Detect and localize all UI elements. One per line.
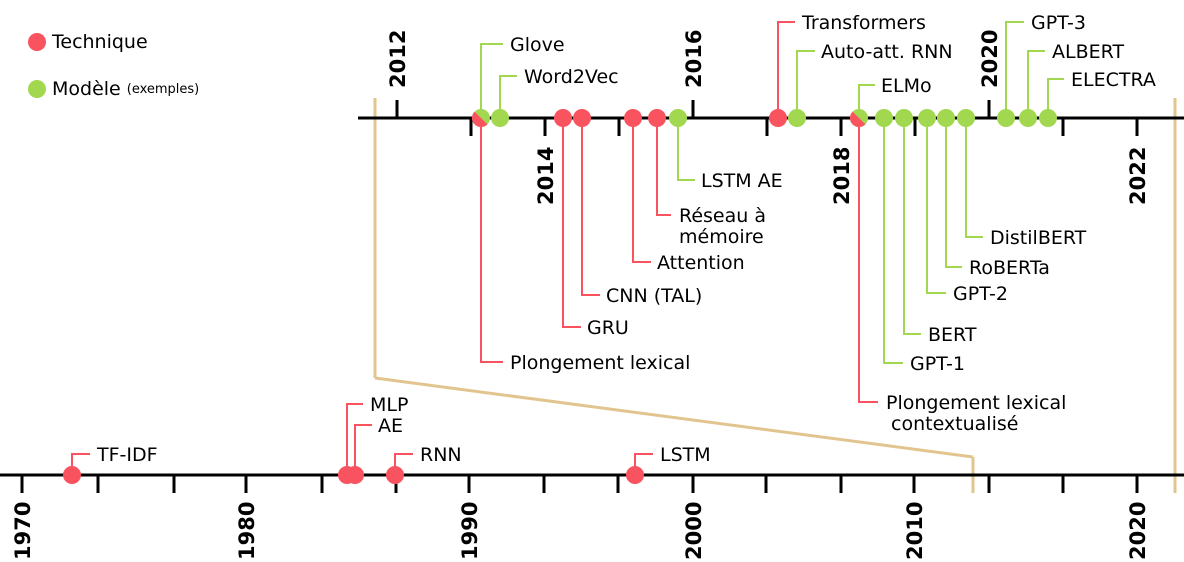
leader-auto-att-rnn: [796, 50, 815, 118]
leader-attention: [632, 118, 651, 263]
label-transformers: Transformers: [801, 12, 926, 34]
marker-cnn: [573, 109, 591, 127]
label-lstm: LSTM: [660, 444, 711, 466]
leader-distilbert: [965, 118, 983, 238]
top-year-2022: 2022: [1126, 147, 1150, 205]
label-elmo: ELMo: [881, 75, 932, 97]
marker-gpt3: [997, 109, 1015, 127]
leader-ae: [354, 424, 372, 475]
bottom-year-1990: 1990: [458, 502, 482, 560]
marker-tf-idf: [63, 466, 81, 484]
label-gru: GRU: [587, 317, 629, 339]
label-gpt1: GPT-1: [910, 353, 965, 375]
zoom-left-diagonal: [374, 376, 974, 459]
marker-electra: [1039, 109, 1057, 127]
label-gpt3: GPT-3: [1031, 12, 1086, 34]
marker-gpt1: [875, 109, 893, 127]
leader-word2vec: [499, 75, 517, 118]
zoom-connector: [373, 98, 1177, 493]
legend-model-label: Modèle: [52, 78, 121, 100]
leader-cnn: [581, 118, 600, 296]
label-bert: BERT: [928, 324, 977, 346]
label-auto-att-rnn: Auto-att. RNN: [821, 41, 953, 63]
bottom-axis: 1970 1980 1990 2000 2010 2020: [0, 473, 1184, 560]
marker-gpt2: [918, 109, 936, 127]
label-plongement-lexical: Plongement lexical: [510, 352, 690, 374]
label-cnn: CNN (TAL): [606, 285, 702, 307]
leader-mlp: [346, 403, 363, 475]
bottom-year-2020: 2020: [1126, 502, 1150, 560]
leader-gpt2: [926, 118, 946, 294]
marker-distilbert: [957, 109, 975, 127]
leader-glove: [480, 43, 503, 118]
top-year-2020: 2020: [978, 30, 1002, 88]
leader-roberta: [945, 118, 962, 268]
model-dot-icon: [28, 80, 46, 98]
label-plongement-contextualise: Plongement lexical contextualisé: [886, 392, 1072, 435]
marker-transformers: [769, 109, 787, 127]
legend-item-model: Modèle (exemples): [28, 77, 199, 101]
label-electra: ELECTRA: [1071, 69, 1156, 91]
bottom-year-2000: 2000: [682, 502, 706, 560]
leader-plongement-lexical: [480, 118, 503, 363]
legend-technique-label: Technique: [52, 31, 148, 53]
leader-plongement-contextualise: [858, 118, 878, 403]
marker-reseau-memoire: [648, 109, 666, 127]
label-rnn: RNN: [420, 444, 462, 466]
leader-transformers: [777, 21, 795, 118]
marker-lstm-ae: [669, 109, 687, 127]
marker-rnn: [386, 466, 404, 484]
bottom-year-1970: 1970: [11, 502, 35, 560]
leader-bert: [903, 118, 921, 335]
leader-lstm-ae: [677, 118, 695, 181]
top-year-2018: 2018: [830, 147, 854, 205]
marker-plongement-contextualise: [849, 111, 866, 128]
legend-item-technique: Technique: [28, 30, 199, 54]
leader-gru: [562, 118, 581, 328]
top-year-2012: 2012: [386, 30, 410, 88]
technique-dot-icon: [28, 33, 46, 51]
label-albert: ALBERT: [1052, 41, 1124, 63]
leader-electra: [1047, 78, 1064, 118]
marker-word2vec: [491, 109, 509, 127]
marker-lstm: [626, 466, 644, 484]
marker-ae: [346, 466, 364, 484]
label-mlp: MLP: [370, 394, 408, 416]
label-roberta: RoBERTa: [969, 257, 1050, 279]
leader-gpt3: [1005, 21, 1024, 118]
label-attention: Attention: [657, 252, 745, 274]
label-gpt2: GPT-2: [953, 283, 1008, 305]
label-glove: Glove: [510, 34, 565, 56]
leader-gpt1: [883, 118, 903, 364]
marker-attention: [624, 109, 642, 127]
legend: Technique Modèle (exemples): [28, 30, 199, 124]
leader-elmo: [858, 84, 875, 118]
label-lstm-ae: LSTM AE: [701, 170, 783, 192]
bottom-year-1980: 1980: [235, 502, 259, 560]
marker-plongement-lexical: [471, 111, 488, 128]
bottom-year-2010: 2010: [903, 502, 927, 560]
marker-albert: [1019, 109, 1037, 127]
marker-auto-att-rnn: [788, 109, 806, 127]
label-distilbert: DistilBERT: [990, 227, 1087, 249]
leader-albert: [1027, 50, 1045, 118]
label-tf-idf: TF-IDF: [96, 444, 158, 466]
legend-model-note: (exemples): [126, 81, 200, 97]
top-year-2016: 2016: [682, 30, 706, 88]
top-year-2014: 2014: [534, 147, 558, 205]
label-reseau-memoire: Réseau à mémoire: [679, 205, 772, 248]
marker-gru: [554, 109, 572, 127]
marker-roberta: [937, 109, 955, 127]
marker-bert: [895, 109, 913, 127]
label-ae: AE: [378, 415, 403, 437]
leader-reseau-memoire: [656, 118, 671, 216]
label-word2vec: Word2Vec: [524, 66, 619, 88]
